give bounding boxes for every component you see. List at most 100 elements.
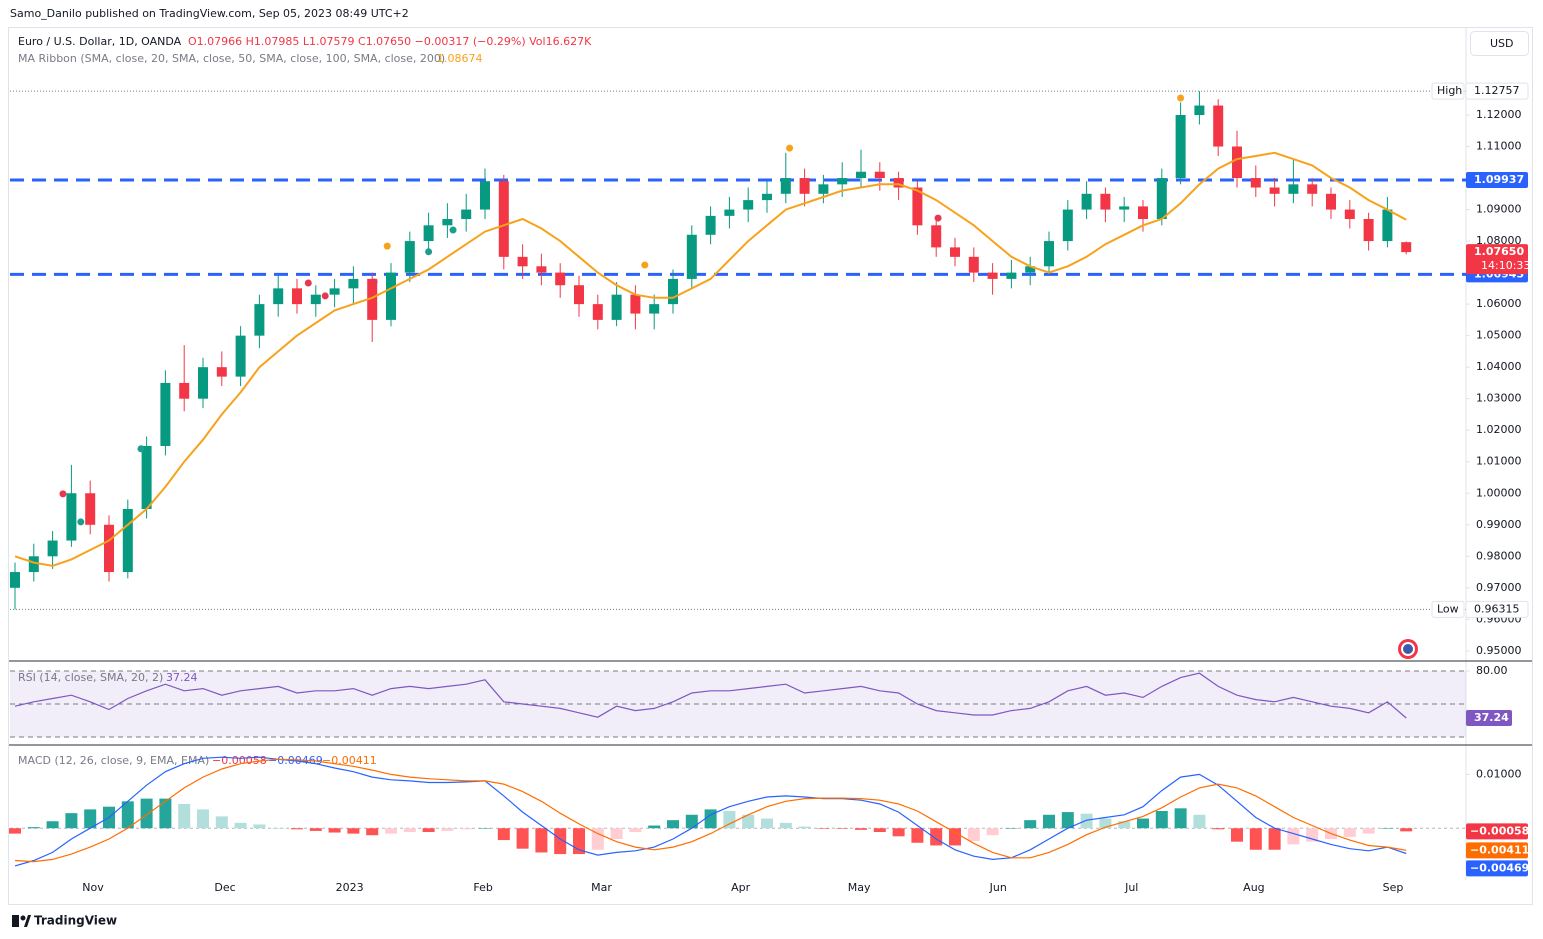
histogram-bar <box>535 828 548 853</box>
histogram-bar <box>27 827 40 829</box>
candle-body <box>367 278 378 320</box>
candle-body <box>536 266 547 273</box>
rsi-line <box>14 672 1407 719</box>
candle-body <box>1288 184 1299 194</box>
candle-body <box>856 171 866 179</box>
price-tag-caption: Low <box>1437 602 1459 615</box>
candle-body <box>574 285 584 305</box>
candle-body <box>442 219 453 226</box>
candle-body <box>28 556 39 573</box>
histogram-bar <box>1249 828 1262 850</box>
candle-body <box>1363 219 1374 242</box>
histogram-bar <box>892 828 905 837</box>
candle-body <box>104 524 114 573</box>
candle-body <box>47 540 58 557</box>
symbol-icon <box>1398 639 1418 659</box>
candle-body <box>498 181 509 257</box>
histogram-bar <box>497 828 510 841</box>
currency-button[interactable] <box>1470 31 1529 56</box>
ma-legend: MA Ribbon (SMA, close, 20, SMA, close, 5… <box>18 52 445 65</box>
candle-body <box>950 247 960 257</box>
candle-body <box>837 178 848 185</box>
histogram-bar <box>291 828 303 830</box>
histogram-bar <box>516 828 529 849</box>
signal-dot <box>77 518 85 526</box>
macd-line <box>14 758 1407 863</box>
histogram-bar <box>1362 828 1375 834</box>
histogram-bar <box>1268 828 1281 850</box>
ma-legend-value: 1.08674 <box>437 52 483 65</box>
x-tick-label: Jun <box>989 881 1007 894</box>
histogram-bar <box>779 822 792 829</box>
candle-body <box>1194 105 1205 115</box>
candle-body <box>1100 193 1111 210</box>
candle-body <box>1006 272 1017 279</box>
price-tag <box>1466 244 1528 275</box>
macd-tag-label: −0.00411 <box>1470 843 1529 856</box>
histogram-bar <box>441 828 454 831</box>
histogram-bar <box>1193 814 1206 829</box>
histogram-bar <box>742 814 755 829</box>
candle-body <box>686 234 697 279</box>
brand-name: TradingView <box>34 914 117 928</box>
y-tick-label: 1.04000 <box>1476 360 1522 373</box>
histogram-bar <box>1343 828 1356 837</box>
candle-body <box>1062 209 1073 242</box>
price-tag-label: 1.07650 <box>1474 245 1524 258</box>
histogram-bar <box>836 828 849 829</box>
candle-body <box>85 493 96 525</box>
x-tick-label: Feb <box>473 881 492 894</box>
rsi-tag-label: 37.24 <box>1474 711 1509 724</box>
candle-body <box>517 256 528 267</box>
price-tag-label: 1.09937 <box>1474 173 1524 186</box>
candle-body <box>1175 114 1186 179</box>
y-tick-label: 0.01000 <box>1476 767 1522 780</box>
candle-body <box>705 215 716 235</box>
candle-body <box>386 272 396 320</box>
candle-body <box>1401 242 1412 253</box>
histogram-bar <box>648 825 661 829</box>
histogram-bar <box>140 798 153 829</box>
macd-tag-label: −0.00058 <box>1470 824 1529 837</box>
symbol-legend: Euro / U.S. Dollar, 1D, OANDA <box>18 35 182 48</box>
y-tick-label: 1.09000 <box>1476 203 1522 216</box>
histogram-bar <box>761 818 773 829</box>
y-tick-label: 0.95000 <box>1476 644 1522 657</box>
price-tag <box>1465 82 1529 100</box>
candle-body <box>1081 193 1092 210</box>
macd-legend-signal: −0.00411 <box>322 754 377 767</box>
y-tick-label: 1.11000 <box>1476 140 1522 153</box>
histogram-bar <box>1024 820 1037 829</box>
price-tag <box>1465 600 1529 618</box>
candle-body <box>1307 184 1318 194</box>
histogram-bar <box>215 816 228 829</box>
macd-tag-label: −0.00469 <box>1470 861 1529 874</box>
histogram-bar <box>403 828 416 832</box>
candle-body <box>818 184 829 194</box>
candle-body <box>461 209 472 220</box>
histogram-bar <box>1231 828 1243 842</box>
y-tick-label: 1.08000 <box>1476 234 1522 247</box>
histogram-bar <box>723 811 736 829</box>
y-tick-label: 1.00000 <box>1476 486 1522 499</box>
signal-dot <box>370 278 378 286</box>
x-tick-label: May <box>848 881 871 894</box>
histogram-bar <box>121 801 134 829</box>
ma-line <box>14 151 1407 567</box>
histogram-bar <box>253 824 266 829</box>
price-tag-label: 1.12757 <box>1474 84 1520 97</box>
histogram-bar <box>873 828 886 832</box>
y-tick-label: 0.97000 <box>1476 581 1522 594</box>
histogram-bar <box>1080 813 1093 829</box>
candle-body <box>273 288 284 305</box>
histogram-bar <box>197 809 209 829</box>
currency-label[interactable]: USD <box>1490 37 1514 50</box>
candle-body <box>1138 206 1148 220</box>
histogram-bar <box>178 804 191 829</box>
y-tick-label: 1.12000 <box>1476 108 1522 121</box>
histogram-bar <box>1005 828 1018 829</box>
candle-body <box>743 200 754 210</box>
histogram-bar <box>930 828 943 846</box>
histogram-bar <box>817 828 830 829</box>
